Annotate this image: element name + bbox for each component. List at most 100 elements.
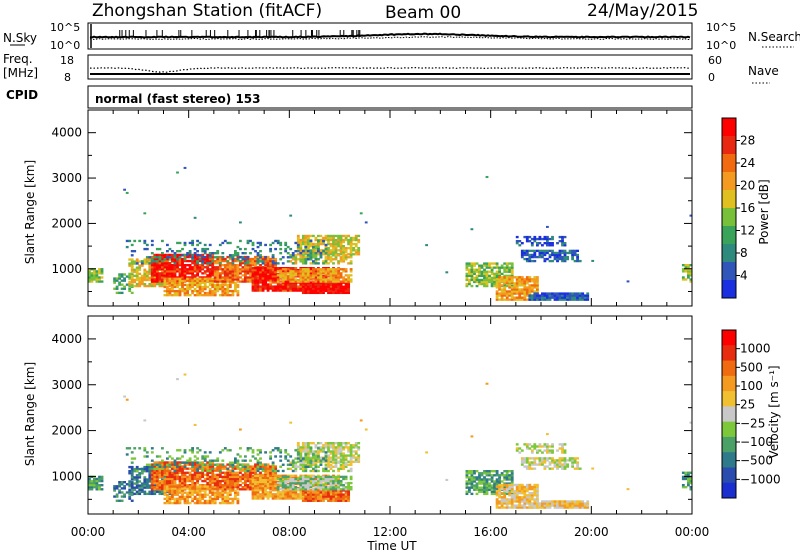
power-cell: [231, 254, 235, 257]
power-cell: [234, 259, 237, 263]
velocity-cell: [309, 476, 313, 479]
velocity-cell: [317, 452, 320, 455]
power-cell: [228, 280, 232, 283]
velocity-cell: [221, 467, 225, 470]
velocity-cell: [226, 477, 230, 481]
power-cell: [483, 272, 486, 276]
power-cell: [553, 292, 557, 295]
velocity-cell: [239, 479, 242, 483]
power-cell: [289, 280, 293, 283]
power-cell: [347, 247, 351, 250]
power-cell: [176, 289, 179, 293]
velocity-cell: [88, 477, 91, 481]
velocity-cell: [349, 452, 353, 455]
power-cell: [576, 296, 580, 299]
power-cell: [470, 266, 474, 269]
power-cell: [553, 298, 557, 301]
velocity-cell: [271, 471, 275, 474]
power-cell: [256, 279, 260, 282]
power-cell: [181, 289, 184, 293]
power-cell: [354, 236, 358, 240]
velocity-cell: [337, 442, 341, 445]
velocity-cell: [317, 484, 320, 487]
velocity-cell: [100, 475, 104, 479]
power-cell: [259, 285, 262, 288]
power-cell: [495, 264, 499, 267]
velocity-cell: [193, 461, 197, 464]
power-cell: [294, 262, 298, 265]
velocity-cell: [216, 489, 220, 492]
power-cell: [271, 287, 275, 290]
power-cell: [337, 285, 341, 288]
velocity-cell: [251, 469, 255, 472]
power-cell: [533, 235, 537, 239]
power-cell: [93, 272, 96, 275]
power-cell: [213, 274, 217, 277]
power-cell: [586, 294, 590, 297]
velocity-cell: [161, 473, 164, 477]
power-cell: [342, 268, 346, 271]
power-cell: [553, 294, 557, 297]
velocity-cell: [309, 489, 313, 492]
power-cell: [221, 294, 225, 297]
power-cell: [286, 289, 290, 292]
velocity-cell: [176, 465, 179, 468]
velocity-cell: [208, 479, 212, 483]
power-cell: [191, 266, 195, 269]
velocity-cell: [236, 499, 240, 503]
power-cell: [349, 242, 353, 246]
velocity-cell: [223, 477, 227, 481]
power-cell: [231, 281, 235, 285]
power-cell: [337, 234, 341, 238]
power-cell: [181, 272, 184, 275]
velocity-cell: [171, 485, 174, 488]
velocity-cell: [213, 499, 217, 503]
velocity-cell: [191, 467, 195, 470]
velocity-cell: [161, 490, 164, 493]
power-cell: [349, 254, 353, 257]
power-cell: [88, 280, 91, 283]
power-cell: [556, 292, 559, 295]
power-cell: [226, 285, 230, 289]
velocity-cell: [228, 479, 232, 483]
velocity-cell: [143, 484, 147, 487]
power-cell: [264, 243, 268, 247]
power-cell: [475, 280, 479, 284]
velocity-cell: [324, 446, 328, 449]
power-cell: [259, 264, 262, 267]
velocity-cell: [244, 473, 247, 477]
power-cell: [299, 256, 303, 259]
power-cell: [223, 276, 227, 279]
velocity-cell: [223, 495, 227, 499]
velocity-cell: [327, 499, 330, 502]
velocity-cell: [264, 467, 268, 470]
velocity-cell: [294, 491, 298, 494]
power-cell: [271, 262, 275, 265]
velocity-cell: [93, 484, 96, 487]
power-cell: [196, 262, 200, 265]
velocity-cell: [234, 481, 237, 485]
power-cell: [538, 249, 542, 253]
power-cell: [563, 253, 567, 257]
power-cell: [515, 276, 519, 279]
power-cell: [241, 270, 245, 273]
power-cell: [687, 264, 690, 267]
velocity-cell: [140, 486, 144, 489]
power-cell: [324, 260, 328, 263]
velocity-cell: [271, 473, 275, 477]
velocity-cell: [279, 484, 283, 487]
power-cell: [334, 256, 338, 259]
power-cell: [206, 279, 210, 283]
power-cell: [148, 258, 152, 261]
velocity-cell: [161, 471, 164, 474]
power-cell: [153, 278, 157, 281]
power-cell: [123, 188, 126, 191]
velocity-cell: [271, 495, 275, 498]
power-cell: [503, 278, 507, 282]
velocity-cell: [138, 447, 142, 450]
velocity-cell: [135, 490, 139, 493]
velocity-cell: [155, 479, 159, 483]
power-cell: [259, 250, 262, 253]
velocity-cell: [218, 463, 222, 466]
velocity-cell: [344, 456, 348, 459]
